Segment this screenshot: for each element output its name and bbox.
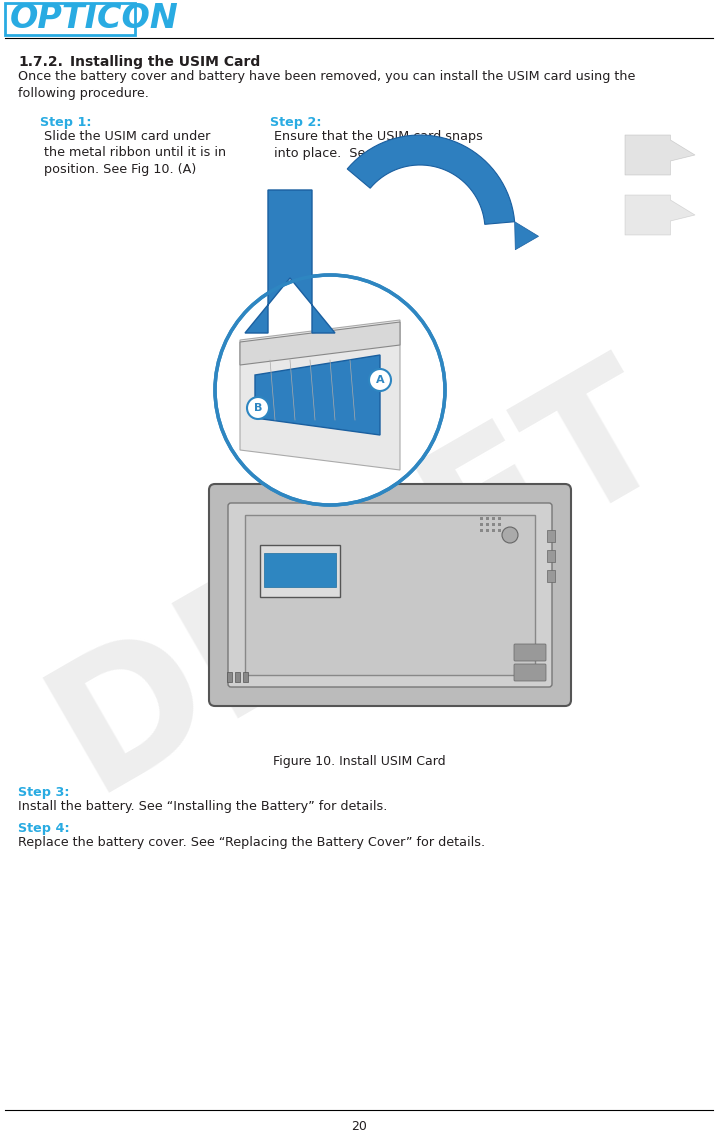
- Bar: [480, 529, 483, 532]
- Bar: [260, 545, 340, 597]
- Text: 20: 20: [351, 1120, 367, 1131]
- Bar: [486, 517, 489, 520]
- Bar: [245, 515, 535, 675]
- Bar: [547, 530, 555, 542]
- Text: A: A: [376, 375, 384, 385]
- Circle shape: [247, 397, 269, 418]
- Bar: [243, 672, 248, 682]
- Polygon shape: [255, 355, 380, 435]
- Polygon shape: [305, 495, 355, 500]
- Bar: [498, 529, 501, 532]
- Bar: [492, 529, 495, 532]
- Text: Replace the battery cover. See “Replacing the Battery Cover” for details.: Replace the battery cover. See “Replacin…: [18, 836, 485, 849]
- FancyBboxPatch shape: [228, 503, 552, 687]
- Bar: [264, 553, 336, 587]
- FancyBboxPatch shape: [514, 644, 546, 661]
- Bar: [492, 517, 495, 520]
- FancyBboxPatch shape: [5, 3, 135, 35]
- Bar: [492, 523, 495, 526]
- Polygon shape: [625, 135, 695, 175]
- Bar: [486, 529, 489, 532]
- Polygon shape: [348, 135, 515, 224]
- Circle shape: [215, 275, 445, 506]
- Text: Step 4:: Step 4:: [18, 822, 70, 835]
- Text: Figure 10. Install USIM Card: Figure 10. Install USIM Card: [273, 756, 445, 768]
- Circle shape: [502, 527, 518, 543]
- Polygon shape: [240, 320, 400, 470]
- Bar: [547, 550, 555, 562]
- Text: Step 1:: Step 1:: [40, 116, 91, 129]
- Text: Ensure that the USIM card snaps
 into place.  See Fig 10.  (B): Ensure that the USIM card snaps into pla…: [270, 130, 483, 159]
- Bar: [480, 517, 483, 520]
- Bar: [480, 523, 483, 526]
- Bar: [227, 672, 232, 682]
- Text: 1.7.2.: 1.7.2.: [18, 55, 63, 69]
- Text: Install the battery. See “Installing the Battery” for details.: Install the battery. See “Installing the…: [18, 800, 388, 813]
- Bar: [498, 523, 501, 526]
- Bar: [498, 517, 501, 520]
- Text: Once the battery cover and battery have been removed, you can install the USIM c: Once the battery cover and battery have …: [18, 70, 635, 100]
- FancyBboxPatch shape: [514, 664, 546, 681]
- Text: Installing the USIM Card: Installing the USIM Card: [70, 55, 260, 69]
- Polygon shape: [245, 190, 335, 333]
- Bar: [486, 523, 489, 526]
- Text: B: B: [253, 403, 262, 413]
- Polygon shape: [240, 322, 400, 365]
- Text: DRAFT: DRAFT: [23, 335, 695, 824]
- Text: Step 3:: Step 3:: [18, 786, 70, 798]
- Polygon shape: [625, 195, 695, 235]
- Circle shape: [369, 369, 391, 391]
- FancyBboxPatch shape: [209, 484, 571, 706]
- Polygon shape: [515, 222, 538, 250]
- Text: Slide the USIM card under
 the metal ribbon until it is in
 position. See Fig 10: Slide the USIM card under the metal ribb…: [40, 130, 226, 176]
- Bar: [547, 570, 555, 582]
- Bar: [235, 672, 240, 682]
- Text: Step 2:: Step 2:: [270, 116, 322, 129]
- Text: OPTICON: OPTICON: [10, 2, 179, 35]
